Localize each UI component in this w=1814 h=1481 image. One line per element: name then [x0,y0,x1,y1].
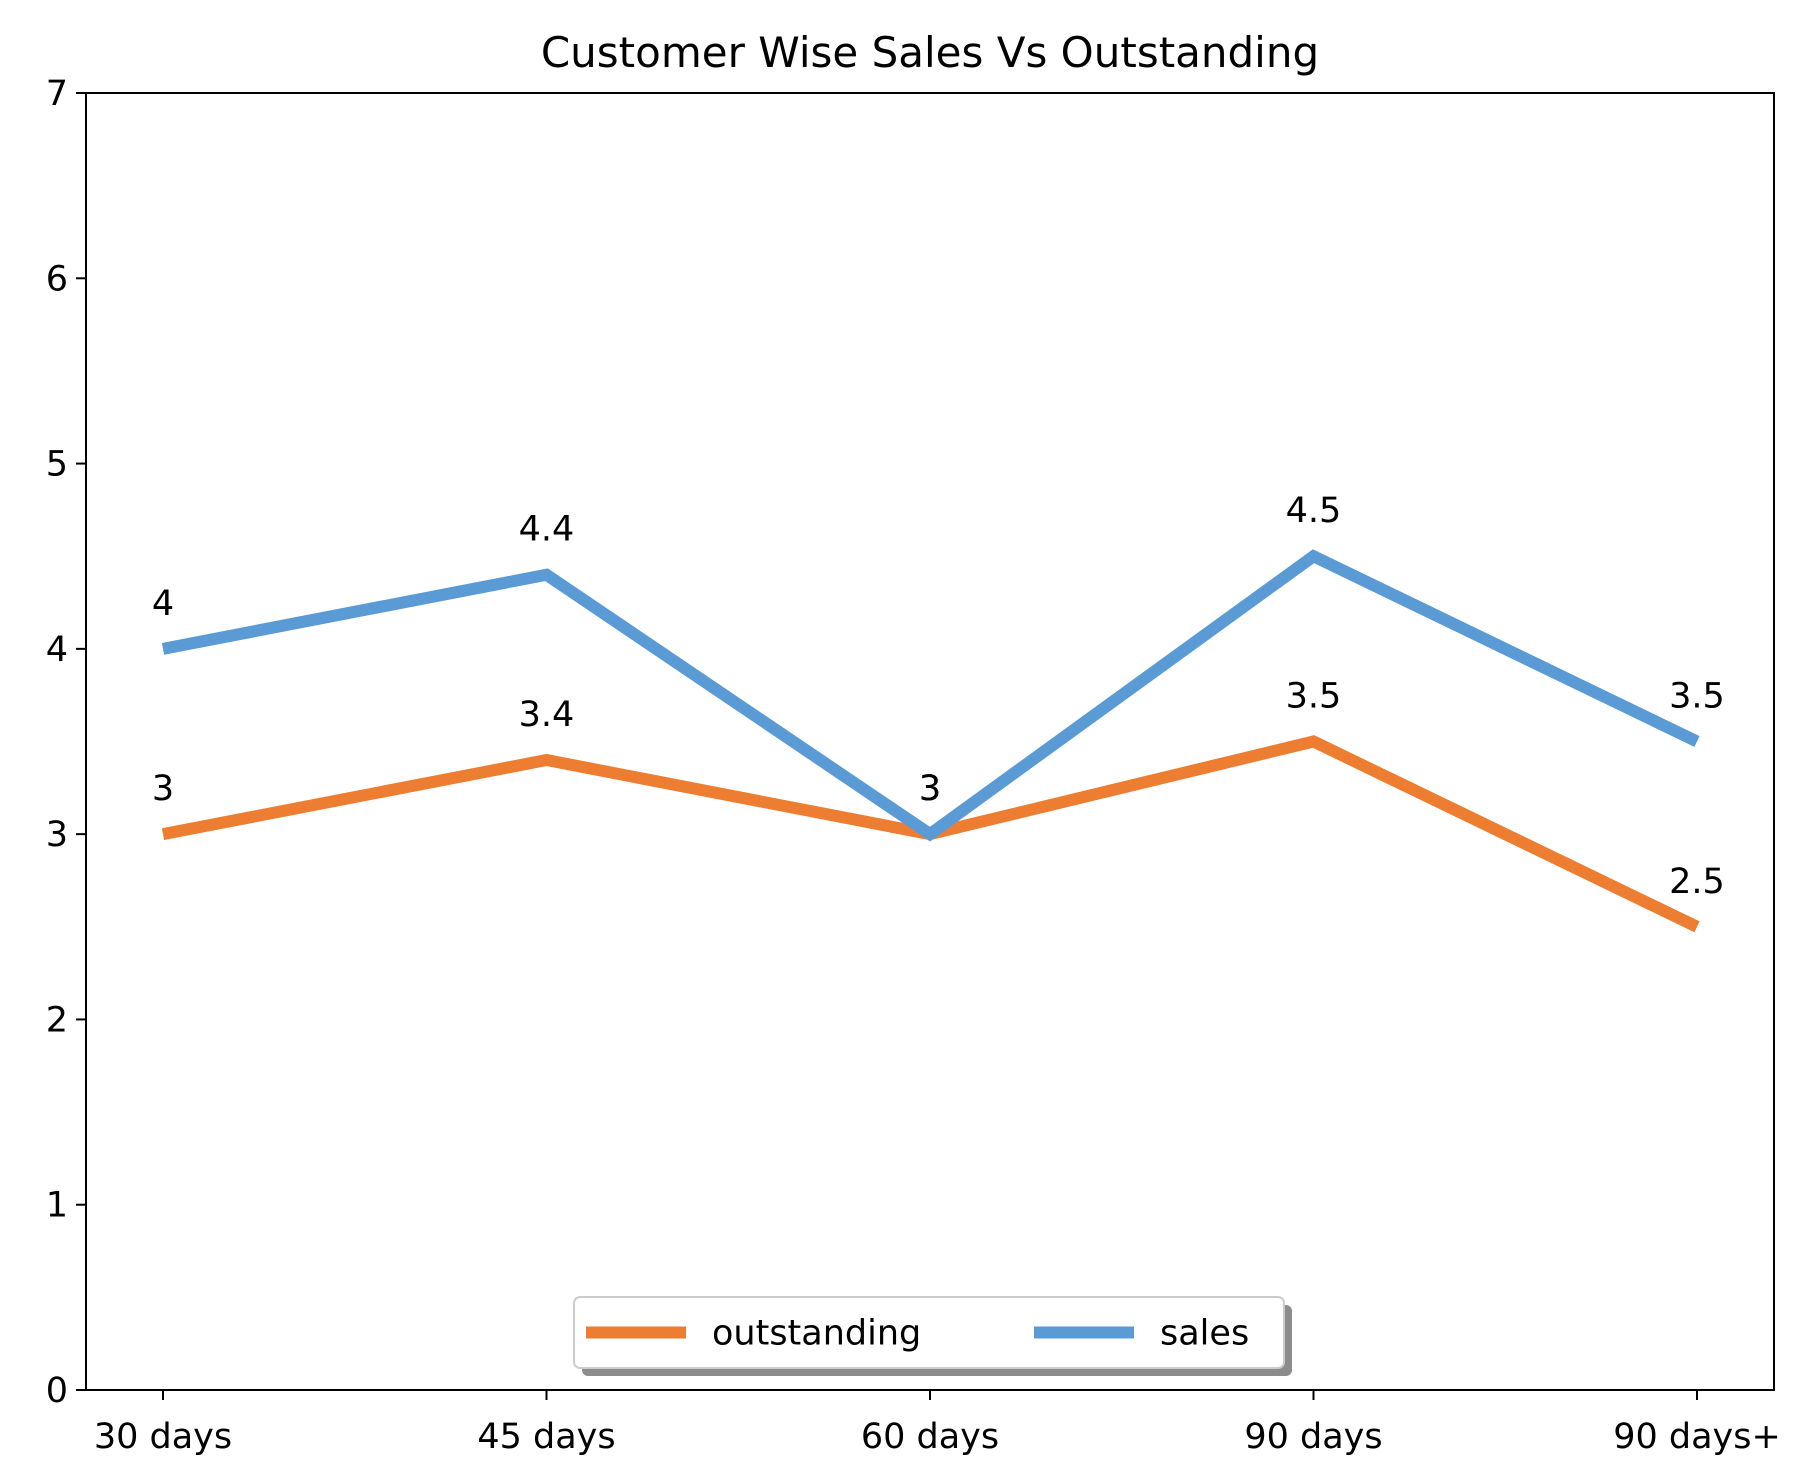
y-tick-label: 3 [46,815,68,855]
data-label-sales: 4.4 [519,510,575,550]
x-tick-label: 90 days+ [1613,1417,1781,1457]
y-tick-label: 5 [46,445,68,485]
plot-frame [85,92,1775,1391]
y-tick-label: 6 [46,259,68,299]
data-label-outstanding: 3 [919,769,941,809]
series-line-sales [161,549,1700,842]
data-labels: 33.433.52.544.434.53.5 [152,491,1725,902]
legend-label-sales: sales [1160,1314,1249,1354]
data-label-outstanding: 3.4 [519,695,575,735]
y-tick-label: 4 [46,630,68,670]
data-label-outstanding: 3 [152,769,174,809]
data-label-sales: 3 [919,769,941,809]
legend: outstanding sales [573,1296,1292,1376]
data-label-sales: 4 [152,584,174,624]
legend-label-outstanding: outstanding [712,1314,921,1354]
chart-title: Customer Wise Sales Vs Outstanding [541,28,1319,77]
x-tick-label: 90 days [1244,1417,1382,1457]
x-tick-label: 30 days [94,1417,232,1457]
axes: 0 1 2 3 4 5 6 7 30 days 45 days 60 days 90 days 90 d… [46,74,1781,1457]
y-tick-label: 2 [46,1000,68,1040]
data-label-outstanding: 3.5 [1286,677,1342,717]
y-tick-label: 0 [46,1371,68,1411]
y-tick-label: 7 [46,74,68,114]
x-tick-label: 60 days [861,1417,999,1457]
series-lines [161,549,1700,933]
data-label-outstanding: 2.5 [1669,862,1725,902]
x-tick-label: 45 days [477,1417,615,1457]
data-label-sales: 3.5 [1669,677,1725,717]
legend-box [573,1296,1285,1369]
y-tick-label: 1 [46,1186,68,1226]
data-label-sales: 4.5 [1286,491,1342,531]
